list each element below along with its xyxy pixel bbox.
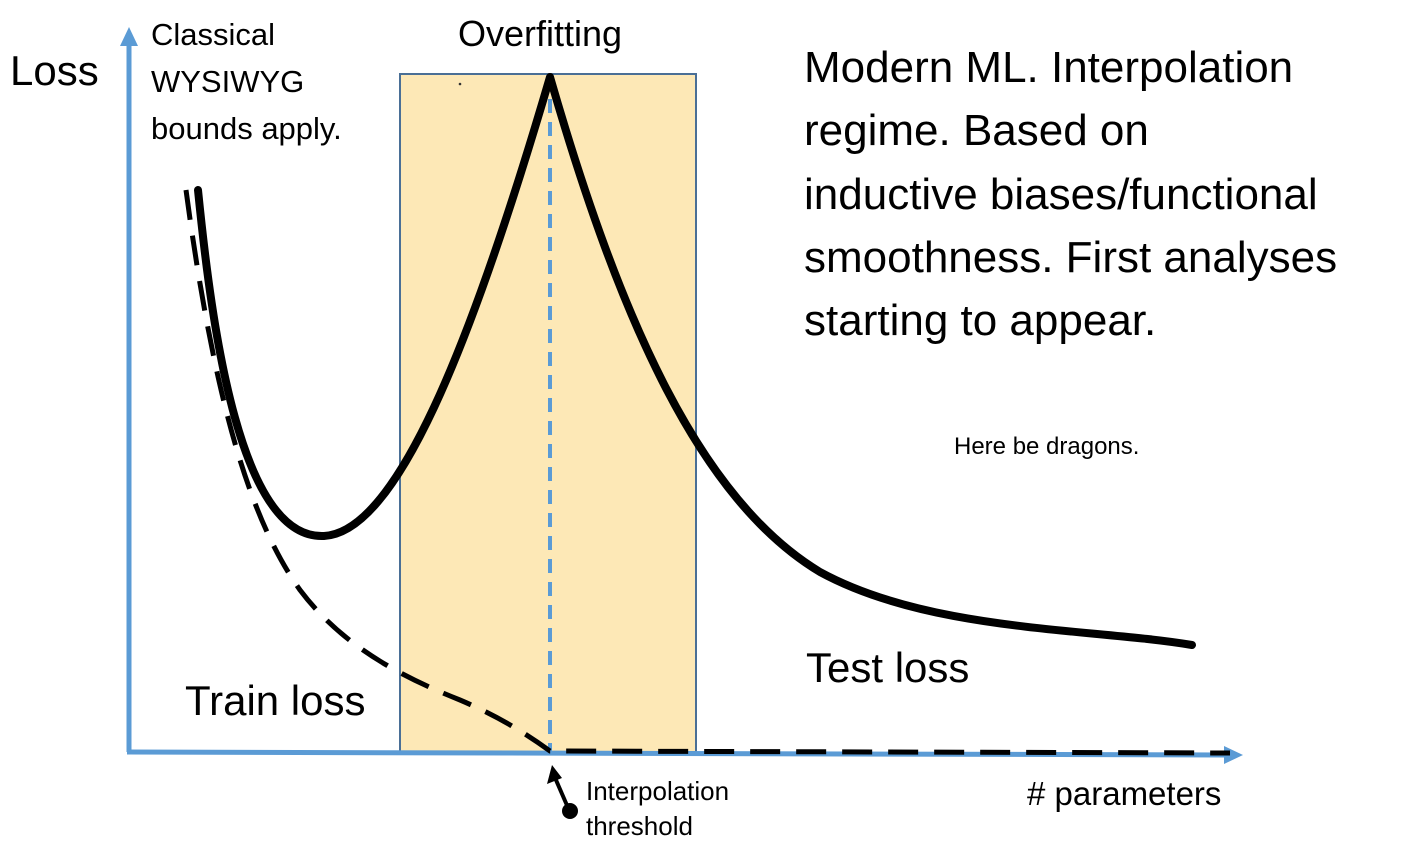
dragons-note: Here be dragons. [954, 433, 1140, 460]
y-axis-arrowhead [120, 27, 138, 46]
threshold-pointer-arrowhead [547, 765, 562, 784]
threshold-pointer-dot [562, 803, 578, 819]
overfitting-label: Overfitting [458, 13, 623, 54]
test-loss-curve [194, 73, 1196, 649]
y-axis-label: Loss [10, 47, 99, 94]
train-loss-label: Train loss [185, 677, 366, 724]
region-speck [458, 82, 462, 86]
train-loss-curve [183, 189, 1231, 756]
test-loss-label: Test loss [806, 644, 970, 691]
x-axis-label: # parameters [1027, 775, 1222, 812]
classical-regime-label: Classical WYSIWYG bounds apply. [151, 17, 342, 147]
interpolation-threshold-label: Interpolation threshold [586, 776, 730, 842]
modern-regime-label: Modern ML. Interpolation regime. Based o… [804, 43, 1338, 346]
